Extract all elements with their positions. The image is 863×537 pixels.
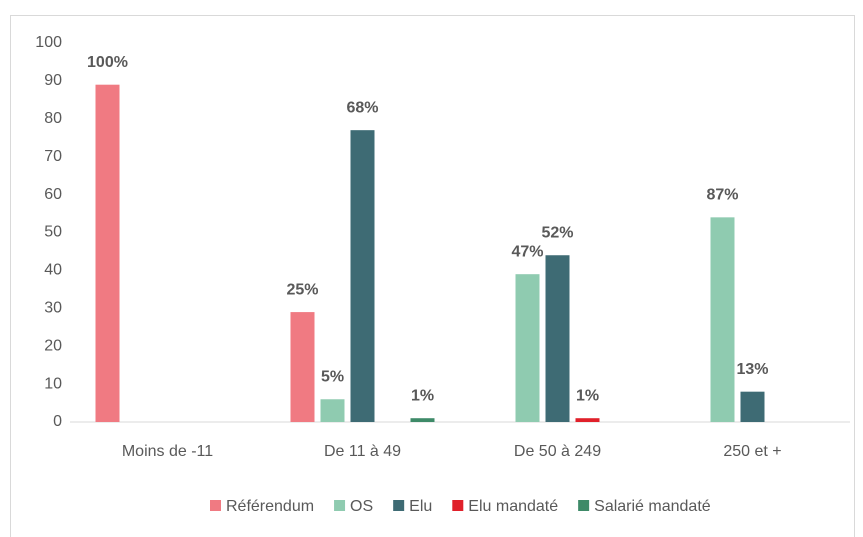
legend-swatch [393, 500, 405, 511]
legend-label: Elu mandaté [468, 498, 558, 515]
y-tick-label: 30 [44, 300, 62, 317]
data-label: 87% [706, 187, 738, 204]
bar [515, 274, 540, 422]
bar [710, 217, 735, 422]
x-tick-label: De 50 à 249 [514, 443, 601, 460]
y-tick-label: 90 [44, 72, 62, 89]
bar [290, 312, 315, 422]
bar [320, 399, 345, 422]
y-tick-label: 50 [44, 224, 62, 241]
bar [410, 418, 435, 422]
legend-swatch [452, 500, 464, 511]
y-tick-label: 60 [44, 186, 62, 203]
x-tick-label: 250 et + [723, 443, 781, 460]
legend-label: OS [350, 498, 373, 515]
data-label: 13% [736, 361, 768, 378]
y-tick-label: 70 [44, 148, 62, 165]
bar [545, 255, 570, 422]
legend-label: Elu [409, 498, 432, 515]
y-tick-label: 20 [44, 337, 62, 354]
legend-swatch [334, 500, 346, 511]
bar [95, 84, 120, 422]
data-label: 47% [511, 243, 543, 260]
data-label: 1% [411, 387, 434, 404]
legend-swatch [210, 500, 221, 511]
legend-label: Référendum [226, 498, 314, 515]
data-label: 25% [286, 281, 318, 298]
data-label: 1% [576, 387, 599, 404]
y-tick-label: 40 [44, 262, 62, 279]
y-tick-label: 0 [53, 413, 62, 430]
bar [740, 391, 765, 422]
data-label: 100% [87, 54, 128, 71]
bar [575, 418, 600, 422]
legend-label: Salarié mandaté [594, 498, 711, 515]
legend-swatch [578, 500, 590, 511]
data-label: 68% [346, 99, 378, 116]
y-tick-label: 10 [44, 375, 62, 392]
data-label: 5% [321, 368, 344, 385]
y-tick-label: 80 [44, 110, 62, 127]
bar [350, 130, 375, 423]
x-tick-label: De 11 à 49 [324, 443, 401, 460]
y-tick-label: 100 [35, 34, 62, 51]
data-label: 52% [541, 224, 573, 241]
x-tick-label: Moins de -11 [122, 443, 213, 460]
